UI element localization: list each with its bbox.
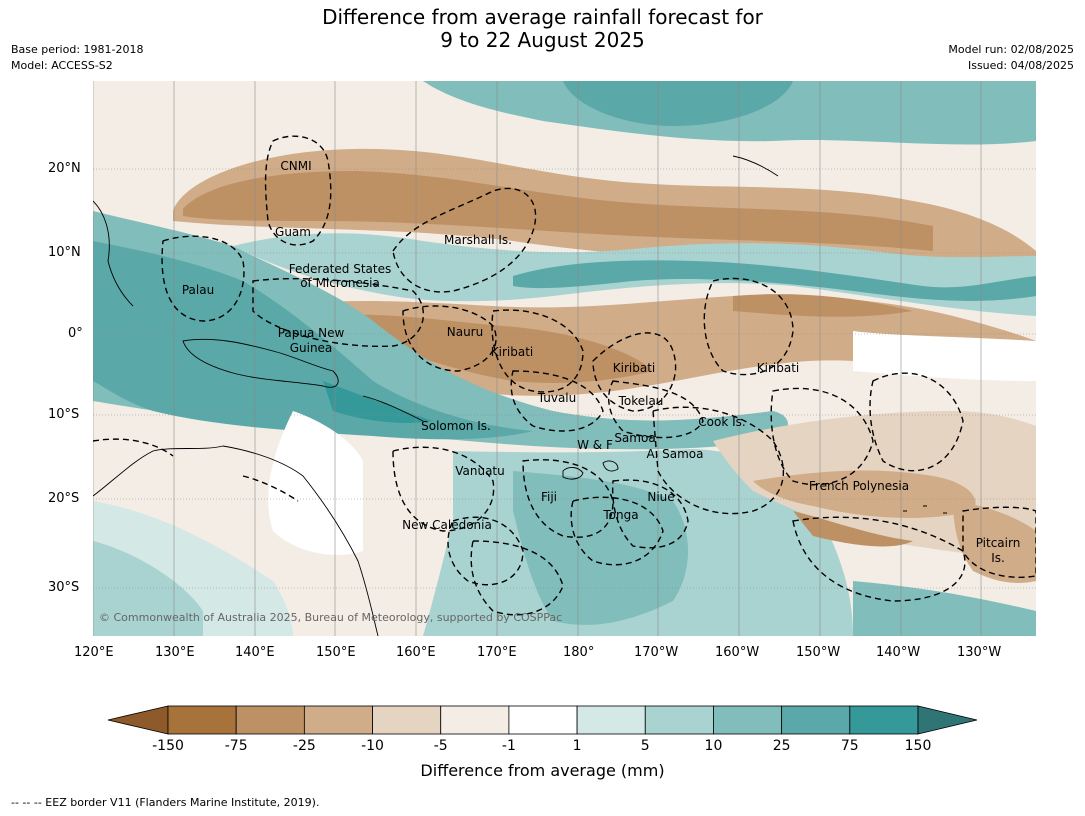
lat-label: 30°S: [48, 580, 80, 595]
meta-left: Base period: 1981-2018 Model: ACCESS-S2: [11, 42, 143, 74]
colorbar-swatch: [713, 705, 783, 735]
lon-label: 130°E: [155, 645, 195, 660]
colorbar-swatch: [167, 705, 237, 735]
region-label: Papua New: [278, 326, 345, 340]
region-label: CNMI: [280, 159, 311, 173]
colorbar-tick-label: 25: [773, 738, 791, 754]
colorbar-swatch: [644, 705, 714, 735]
colorbar-swatch: [849, 705, 919, 735]
colorbar: -150 -75 -25 -10 -5 -1 1 5 10 25 75 150: [107, 705, 978, 754]
colorbar-tick-label: 1: [573, 738, 582, 754]
region-label: Kiribati: [491, 345, 533, 359]
colorbar-extend-high: [917, 705, 978, 735]
copyright-notice: © Commonwealth of Australia 2025, Bureau…: [99, 611, 562, 624]
lat-label: 0°: [68, 326, 83, 341]
colorbar-tick-label: -150: [152, 738, 184, 754]
title-line-2: 9 to 22 August 2025: [440, 28, 645, 52]
colorbar-tick-label: 150: [905, 738, 932, 754]
region-label: Tuvalu: [537, 391, 577, 405]
lon-label: 150°W: [796, 645, 841, 660]
region-label: Tokelau: [618, 394, 664, 408]
region-label: A. Samoa: [647, 447, 704, 461]
lon-label: 140°W: [876, 645, 921, 660]
region-label: of Micronesia: [300, 276, 380, 290]
region-label: Kiribati: [757, 361, 799, 375]
eez-borders: [93, 135, 1036, 616]
region-label: French Polynesia: [809, 479, 909, 493]
colorbar-swatch: [508, 705, 578, 735]
colorbar-tick-label: -10: [361, 738, 384, 754]
eez-legend-note: -- -- -- EEZ border V11 (Flanders Marine…: [11, 796, 320, 809]
model-name: Model: ACCESS-S2: [11, 59, 113, 72]
australia-dry-zone: [268, 411, 363, 555]
region-label: Guinea: [290, 341, 333, 355]
region-label: Federated States: [289, 262, 391, 276]
lon-label: 140°E: [235, 645, 275, 660]
lon-label: 150°E: [316, 645, 356, 660]
colorbar-tick-label: -25: [293, 738, 316, 754]
colorbar-tick-label: -75: [225, 738, 248, 754]
colorbar-swatch: [781, 705, 851, 735]
lon-label: 170°E: [477, 645, 517, 660]
lat-label: 20°S: [48, 491, 80, 506]
region-label: Tonga: [602, 508, 638, 522]
region-label: Is.: [991, 551, 1005, 565]
lon-label: 120°E: [74, 645, 114, 660]
region-label: Palau: [182, 283, 214, 297]
colorbar-swatch: [576, 705, 646, 735]
lon-label: 160°W: [715, 645, 760, 660]
region-label: Cook Is.: [698, 415, 745, 429]
region-label: Kiribati: [613, 361, 655, 375]
region-label: Fiji: [541, 490, 557, 504]
colorbar-swatch: [235, 705, 305, 735]
region-labels: CNMI Guam Marshall Is. Federated States …: [182, 159, 1020, 565]
region-label: New Caledonia: [402, 518, 492, 532]
lat-label: 20°N: [48, 161, 81, 176]
region-label: Samoa: [614, 431, 655, 445]
lat-label: 10°S: [48, 407, 80, 422]
region-label: Vanuatu: [455, 464, 505, 478]
colorbar-tick-label: 10: [705, 738, 723, 754]
region-label: Marshall Is.: [444, 233, 512, 247]
colorbar-tick-label: 5: [641, 738, 650, 754]
model-run: Model run: 02/08/2025: [948, 43, 1074, 56]
colorbar-title: Difference from average (mm): [420, 761, 665, 780]
lon-label: 130°W: [957, 645, 1002, 660]
region-label: Niue: [647, 490, 674, 504]
colorbar-tick-label: 75: [841, 738, 859, 754]
region-label: Guam: [275, 225, 311, 239]
region-label: Solomon Is.: [421, 419, 491, 433]
lon-label: 160°E: [396, 645, 436, 660]
title-line-1: Difference from average rainfall forecas…: [322, 5, 763, 29]
colorbar-extend-low: [107, 705, 169, 735]
colorbar-swatch: [303, 705, 373, 735]
chart-title: Difference from average rainfall forecas…: [0, 6, 1085, 52]
colorbar-swatches: [107, 705, 978, 735]
colorbar-tick-label: -1: [502, 738, 516, 754]
region-label: Pitcairn: [976, 536, 1021, 550]
region-label: Nauru: [447, 325, 483, 339]
region-label: W & F: [577, 438, 613, 452]
base-period: Base period: 1981-2018: [11, 43, 144, 56]
graticule: [93, 168, 1036, 589]
colorbar-swatch: [372, 705, 442, 735]
colorbar-tick-label: -5: [434, 738, 448, 754]
rainfall-map: CNMI Guam Marshall Is. Federated States …: [93, 81, 1036, 636]
colorbar-tick-labels: -150 -75 -25 -10 -5 -1 1 5 10 25 75 150: [152, 738, 931, 754]
meta-right: Model run: 02/08/2025 Issued: 04/08/2025: [948, 42, 1074, 74]
lon-label: 170°W: [634, 645, 679, 660]
coastlines: [93, 155, 947, 636]
colorbar-swatch: [440, 705, 510, 735]
lon-label: 180°: [563, 645, 595, 660]
issued-date: Issued: 04/08/2025: [967, 59, 1074, 72]
lat-label: 10°N: [48, 245, 81, 260]
